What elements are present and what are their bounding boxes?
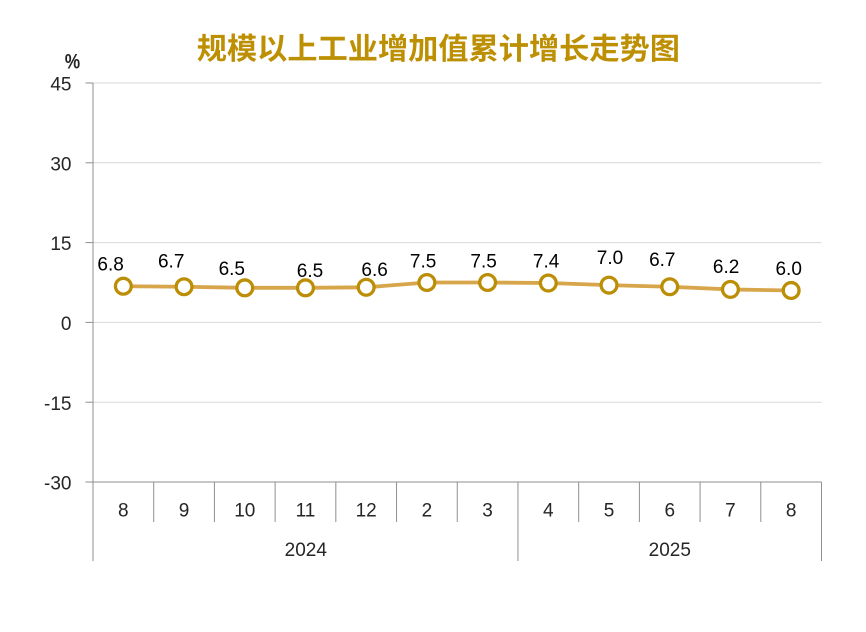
svg-text:7.5: 7.5	[410, 251, 436, 272]
svg-text:6.2: 6.2	[713, 257, 739, 278]
svg-text:8: 8	[786, 501, 797, 522]
svg-text:15: 15	[50, 234, 71, 255]
svg-text:10: 10	[234, 501, 255, 522]
svg-text:6.7: 6.7	[649, 250, 675, 271]
svg-text:6.5: 6.5	[219, 259, 245, 280]
svg-text:0: 0	[61, 314, 72, 335]
svg-text:8: 8	[118, 501, 129, 522]
svg-text:7.5: 7.5	[470, 251, 496, 272]
svg-text:3: 3	[482, 501, 493, 522]
svg-text:2025: 2025	[649, 540, 691, 561]
svg-text:7.0: 7.0	[597, 248, 623, 269]
svg-text:4: 4	[543, 501, 554, 522]
svg-text:6.7: 6.7	[158, 251, 184, 272]
svg-text:6: 6	[664, 501, 675, 522]
svg-text:6.0: 6.0	[775, 259, 801, 280]
svg-text:-30: -30	[44, 474, 71, 495]
svg-text:5: 5	[604, 501, 615, 522]
svg-text:30: 30	[50, 154, 71, 175]
svg-text:6.5: 6.5	[297, 261, 323, 282]
svg-text:11: 11	[296, 501, 316, 522]
svg-text:-15: -15	[44, 394, 71, 415]
svg-text:%: %	[65, 50, 81, 73]
svg-text:6.6: 6.6	[361, 260, 387, 281]
svg-text:2: 2	[422, 501, 433, 522]
svg-text:7.4: 7.4	[533, 252, 560, 273]
svg-text:12: 12	[356, 501, 377, 522]
svg-text:6.8: 6.8	[97, 255, 123, 276]
svg-text:7: 7	[725, 501, 736, 522]
svg-text:2024: 2024	[285, 540, 328, 561]
svg-text:45: 45	[50, 75, 71, 96]
svg-text:9: 9	[179, 501, 190, 522]
